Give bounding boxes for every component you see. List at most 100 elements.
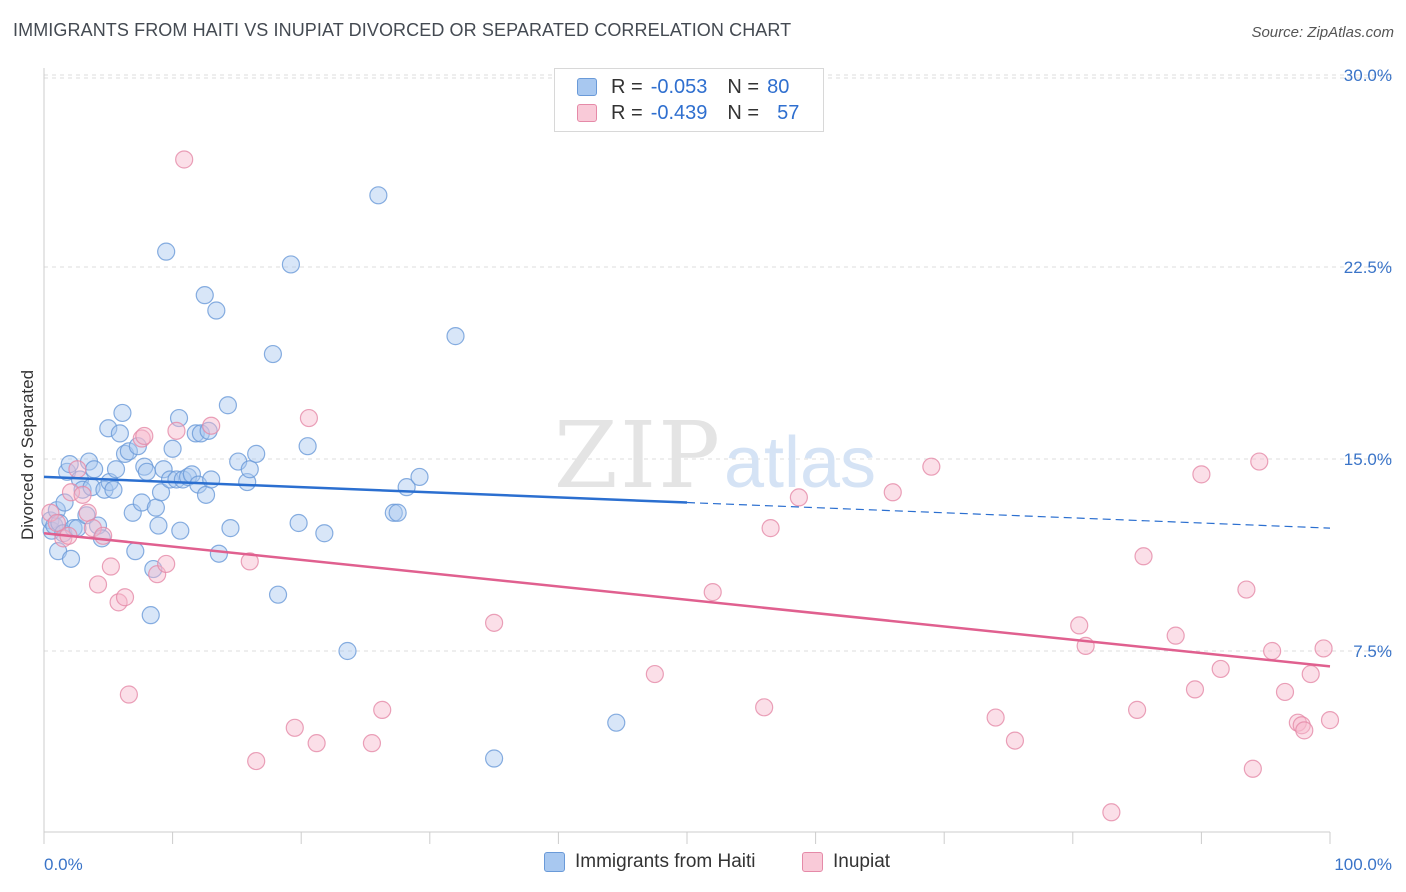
n-label: N = <box>727 101 760 124</box>
data-point-haiti <box>171 521 190 540</box>
data-point-haiti <box>209 544 228 563</box>
data-point-haiti <box>263 344 283 364</box>
tick-labels: 7.5% 15.0% 22.5% 30.0% 0.0% 100.0% <box>44 66 1392 874</box>
y-tick-label: 7.5% <box>1353 642 1392 661</box>
data-point-haiti <box>240 460 259 479</box>
stats-row-inupiat: R = -0.439 N = 57 <box>577 101 799 125</box>
data-point-haiti <box>99 419 118 438</box>
data-point-inupiat <box>1005 731 1025 750</box>
data-point-haiti <box>157 242 176 261</box>
data-point-haiti <box>123 503 142 522</box>
data-point-inupiat <box>1192 465 1211 484</box>
data-point-inupiat <box>247 751 266 771</box>
data-point-inupiat <box>285 718 304 737</box>
r-value: -0.439 <box>650 101 708 124</box>
watermark-atlas: atlas <box>724 423 876 503</box>
watermark: ZIP atlas <box>554 402 876 509</box>
data-point-inupiat <box>68 460 87 479</box>
data-point-inupiat <box>755 698 774 717</box>
series-immigrants-from-haiti <box>41 186 626 768</box>
trend-line-haiti-extension <box>686 501 1331 529</box>
y-tick-label: 22.5% <box>1344 258 1392 277</box>
data-point-haiti <box>369 186 388 205</box>
trend-line-haiti <box>43 475 688 504</box>
inupiat-swatch <box>577 104 597 122</box>
data-point-inupiat <box>83 519 102 538</box>
data-point-haiti <box>104 480 123 499</box>
data-point-inupiat <box>1102 803 1121 822</box>
data-point-haiti <box>281 255 301 274</box>
data-point-inupiat <box>1301 664 1320 684</box>
data-point-haiti <box>315 524 334 543</box>
n-value: 57 <box>777 101 800 124</box>
data-point-haiti <box>163 439 182 458</box>
r-label: R = <box>611 101 643 124</box>
data-point-inupiat <box>73 485 92 504</box>
data-point-haiti <box>146 498 165 517</box>
data-point-inupiat <box>307 734 326 753</box>
data-point-inupiat <box>645 664 664 684</box>
data-point-haiti <box>141 606 160 625</box>
data-point-haiti <box>126 542 145 561</box>
x-tick-label: 100.0% <box>1334 855 1392 874</box>
data-point-inupiat <box>299 408 319 428</box>
n-value: 80 <box>767 75 790 98</box>
legend-item-inupiat[interactable]: Inupiat <box>802 851 890 873</box>
data-point-inupiat <box>789 488 808 507</box>
stats-legend: R = -0.053 N = 80 R = -0.439 N = 57 <box>554 68 824 132</box>
y-tick-label: 30.0% <box>1344 66 1392 85</box>
axes <box>43 68 1331 844</box>
data-point-inupiat <box>1275 682 1295 702</box>
r-label: R = <box>611 75 643 98</box>
legend-label-inupiat: Inupiat <box>833 851 891 872</box>
legend-label-haiti: Immigrants from Haiti <box>575 851 756 872</box>
data-point-inupiat <box>1314 639 1333 658</box>
source-label: Source: ZipAtlas.com <box>1251 24 1394 41</box>
data-point-haiti <box>221 519 240 538</box>
data-point-inupiat <box>41 503 60 522</box>
legend-item-haiti[interactable]: Immigrants from Haiti <box>544 851 756 873</box>
data-point-haiti <box>106 460 126 479</box>
data-point-haiti <box>199 421 218 440</box>
data-point-inupiat <box>1292 716 1311 735</box>
data-point-inupiat <box>703 583 722 602</box>
data-point-inupiat <box>373 700 392 719</box>
data-point-haiti <box>61 549 81 568</box>
data-point-inupiat <box>922 457 941 476</box>
data-point-inupiat <box>101 557 120 576</box>
data-point-inupiat <box>1237 580 1256 599</box>
n-label: N = <box>727 75 760 98</box>
data-point-inupiat <box>1211 659 1230 679</box>
data-point-haiti <box>149 516 168 535</box>
data-point-inupiat <box>1134 547 1153 566</box>
data-point-inupiat <box>1250 452 1269 471</box>
data-point-inupiat <box>167 421 186 440</box>
data-point-inupiat <box>1166 626 1185 645</box>
data-point-haiti <box>207 301 226 320</box>
watermark-zip: ZIP <box>554 402 722 509</box>
data-point-inupiat <box>1295 721 1314 740</box>
haiti-swatch <box>577 78 597 96</box>
data-point-haiti <box>55 493 74 512</box>
data-point-inupiat <box>115 588 135 607</box>
r-value: -0.053 <box>650 75 708 98</box>
data-point-inupiat <box>1185 680 1205 699</box>
data-point-haiti <box>446 327 465 346</box>
data-point-inupiat <box>986 708 1005 727</box>
data-point-haiti <box>85 460 104 479</box>
chart-title: IMMIGRANTS FROM HAITI VS INUPIAT DIVORCE… <box>13 20 792 40</box>
data-point-inupiat <box>1127 700 1147 719</box>
data-point-haiti <box>410 467 429 487</box>
data-point-haiti <box>247 444 266 463</box>
data-point-inupiat <box>78 503 97 522</box>
y-tick-label: 15.0% <box>1344 450 1392 469</box>
data-point-haiti <box>298 437 317 456</box>
data-point-inupiat <box>202 416 221 435</box>
data-point-inupiat <box>240 552 259 571</box>
data-point-inupiat <box>119 685 138 704</box>
data-point-inupiat <box>61 483 81 502</box>
data-point-inupiat <box>1243 759 1262 778</box>
data-point-haiti <box>151 483 171 502</box>
data-point-haiti <box>218 396 237 415</box>
data-point-haiti <box>384 503 403 522</box>
